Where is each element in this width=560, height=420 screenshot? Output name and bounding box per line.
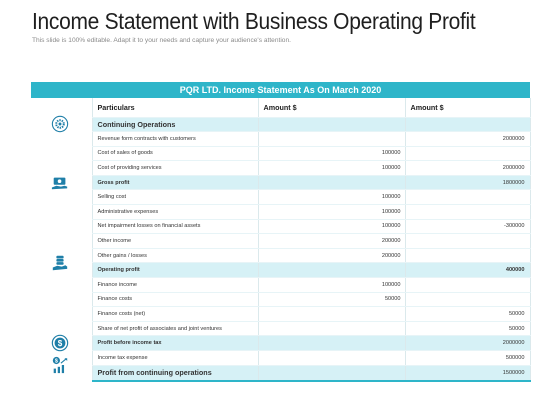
table-row: Administrative expenses 100000 (31, 204, 531, 220)
row-label: Profit before income tax (91, 335, 258, 351)
row-label: Share of net profit of associates and jo… (91, 321, 258, 337)
row-amount-1: 50000 (257, 292, 405, 308)
row-amount-1: 200000 (257, 248, 405, 264)
table-banner: PQR LTD. Income Statement As On March 20… (31, 82, 530, 98)
table-row: Gross profit 1800000 (31, 175, 531, 191)
table-row: Cost of providing services 100000 200000… (31, 160, 531, 176)
row-amount-1 (257, 131, 405, 147)
row-amount-1 (257, 306, 405, 322)
row-amount-2: 400000 (404, 262, 531, 279)
row-amount-1 (257, 350, 405, 366)
row-amount-2 (404, 117, 531, 133)
table-row: Revenue form contracts with customers 20… (31, 131, 531, 147)
table-row: Finance costs (net) 50000 (31, 306, 531, 322)
table-row: Selling cost 100000 (31, 189, 531, 206)
page-title: Income Statement with Business Operating… (32, 9, 476, 35)
row-label: Profit from continuing operations (91, 365, 258, 383)
row-amount-1: 100000 (257, 219, 405, 235)
row-label: Cost of providing services (91, 160, 258, 176)
row-amount-2 (404, 189, 531, 206)
header-particulars: Particulars (91, 98, 258, 118)
row-amount-2 (404, 248, 531, 264)
money-hand-icon (51, 177, 68, 189)
row-label: Other income (91, 233, 258, 249)
row-label: Net impairment losses on financial asset… (91, 219, 258, 235)
row-label: Income tax expense (91, 350, 258, 366)
row-amount-1: 100000 (257, 146, 405, 162)
svg-text:$: $ (58, 339, 63, 348)
gear-icon (51, 116, 69, 133)
dollar-coin-icon: $ (51, 334, 69, 352)
row-amount-2: 50000 (404, 306, 531, 322)
table-header-row: Particulars Amount $ Amount $ (31, 98, 531, 118)
row-amount-1 (257, 117, 405, 133)
row-amount-1: 100000 (257, 189, 405, 206)
row-amount-1: 100000 (257, 160, 405, 176)
row-amount-1 (257, 365, 405, 383)
table-row: Operating profit 400000 (31, 262, 531, 279)
row-amount-1 (257, 175, 405, 191)
table-row: $ Profit before income tax 2000000 (31, 334, 531, 352)
row-amount-2: 2000000 (404, 335, 531, 351)
row-amount-2: 2000000 (404, 160, 531, 176)
table-row: Finance income 100000 (31, 277, 531, 293)
row-label: Finance costs (net) (91, 306, 258, 322)
row-label: Other gains / losses (91, 248, 258, 264)
row-amount-2: 2000000 (404, 131, 531, 147)
row-amount-2: 50000 (404, 321, 531, 337)
row-label: Cost of sales of goods (91, 146, 258, 162)
row-amount-2 (404, 146, 531, 162)
page-subtitle: This slide is 100% editable. Adapt it to… (32, 37, 291, 44)
row-amount-1 (257, 335, 405, 351)
row-amount-2 (404, 277, 531, 293)
row-amount-2 (404, 292, 531, 308)
row-amount-1: 100000 (257, 277, 405, 293)
table-row: Continuing Operations (31, 116, 531, 133)
table-row: $ Income tax expense 500000 (31, 350, 531, 374)
row-amount-2: 1500000 (404, 365, 531, 383)
row-label: Revenue form contracts with customers (91, 131, 258, 147)
row-amount-2: -300000 (404, 219, 531, 235)
table-row: Net impairment losses on financial asset… (31, 219, 531, 235)
svg-text:$: $ (55, 359, 58, 365)
table-row: Cost of sales of goods 100000 (31, 146, 531, 162)
row-label: Gross profit (91, 175, 258, 191)
coins-hand-icon (52, 255, 68, 271)
table-row: Finance costs 50000 (31, 292, 531, 308)
row-label: Operating profit (91, 262, 258, 279)
row-amount-2 (404, 204, 531, 220)
row-label: Administrative expenses (91, 204, 258, 220)
table-row: Other income 200000 (31, 233, 531, 249)
row-amount-2: 500000 (404, 350, 531, 366)
row-amount-1 (257, 321, 405, 337)
header-amount-2: Amount $ (404, 98, 531, 118)
row-amount-1 (257, 262, 405, 279)
table-row: Profit from continuing operations 150000… (31, 365, 531, 383)
row-amount-1: 200000 (257, 233, 405, 249)
row-amount-1: 100000 (257, 204, 405, 220)
row-label: Finance costs (91, 292, 258, 308)
table-row: Other gains / losses 200000 (31, 248, 531, 271)
row-label: Finance income (91, 277, 258, 293)
row-amount-2: 1800000 (404, 175, 531, 191)
dollar-growth-chart-icon: $ (52, 356, 68, 374)
row-amount-2 (404, 233, 531, 249)
table-row: Share of net profit of associates and jo… (31, 321, 531, 337)
header-amount-1: Amount $ (257, 98, 405, 118)
income-statement-table: PQR LTD. Income Statement As On March 20… (31, 82, 531, 383)
row-label: Continuing Operations (91, 117, 258, 133)
row-label: Selling cost (91, 189, 258, 206)
